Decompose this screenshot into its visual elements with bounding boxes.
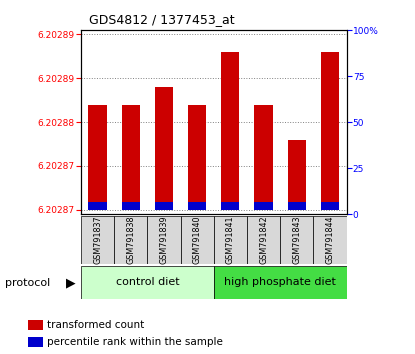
- Bar: [188, 104, 206, 210]
- FancyBboxPatch shape: [147, 216, 181, 264]
- Text: GSM791839: GSM791839: [159, 216, 168, 264]
- Bar: [188, 202, 206, 210]
- Text: GDS4812 / 1377453_at: GDS4812 / 1377453_at: [89, 13, 235, 27]
- Text: GSM791838: GSM791838: [126, 216, 135, 264]
- Bar: [155, 202, 173, 210]
- Text: high phosphate diet: high phosphate diet: [224, 277, 336, 287]
- FancyBboxPatch shape: [313, 216, 347, 264]
- Text: GSM791837: GSM791837: [93, 216, 102, 264]
- FancyBboxPatch shape: [247, 216, 280, 264]
- Bar: [254, 202, 273, 210]
- Bar: [155, 87, 173, 210]
- Text: control diet: control diet: [115, 277, 179, 287]
- Text: percentile rank within the sample: percentile rank within the sample: [47, 337, 223, 347]
- Bar: [221, 52, 239, 210]
- FancyBboxPatch shape: [214, 266, 347, 299]
- Text: GSM791844: GSM791844: [325, 216, 334, 264]
- Bar: [254, 104, 273, 210]
- Bar: [122, 202, 140, 210]
- Bar: [288, 140, 306, 210]
- FancyBboxPatch shape: [214, 216, 247, 264]
- FancyBboxPatch shape: [181, 216, 214, 264]
- Bar: [28, 320, 43, 330]
- Text: GSM791843: GSM791843: [292, 216, 301, 264]
- FancyBboxPatch shape: [114, 216, 147, 264]
- Text: GSM791842: GSM791842: [259, 216, 268, 264]
- Bar: [88, 104, 107, 210]
- FancyBboxPatch shape: [81, 216, 114, 264]
- Bar: [28, 337, 43, 347]
- Text: GSM791840: GSM791840: [193, 216, 202, 264]
- Bar: [221, 202, 239, 210]
- FancyBboxPatch shape: [81, 266, 214, 299]
- Text: GSM791841: GSM791841: [226, 216, 235, 264]
- Text: transformed count: transformed count: [47, 320, 144, 330]
- Text: protocol: protocol: [5, 278, 51, 288]
- Bar: [122, 104, 140, 210]
- Bar: [321, 52, 339, 210]
- Text: ▶: ▶: [66, 277, 75, 290]
- Bar: [88, 202, 107, 210]
- FancyBboxPatch shape: [280, 216, 313, 264]
- Bar: [288, 202, 306, 210]
- Bar: [321, 202, 339, 210]
